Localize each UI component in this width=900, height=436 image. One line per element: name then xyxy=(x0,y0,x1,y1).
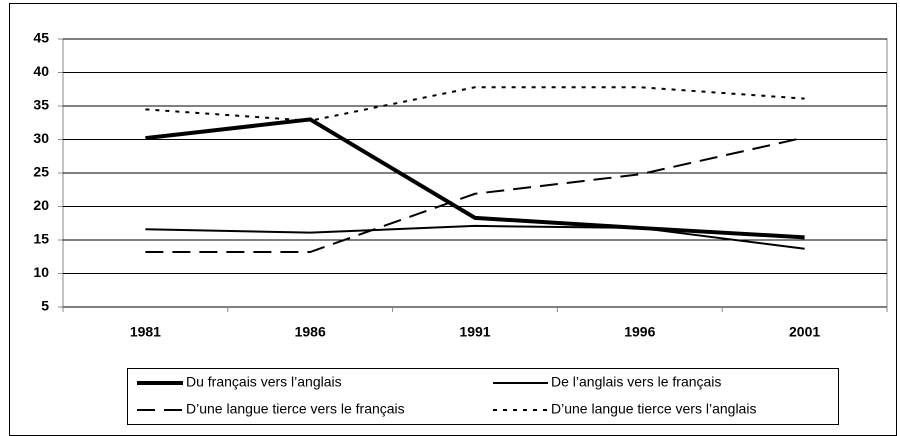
y-tick-label: 30 xyxy=(33,130,49,146)
x-tick-label: 1991 xyxy=(459,324,490,340)
y-tick-label: 5 xyxy=(41,298,49,314)
x-tick-label: 2001 xyxy=(789,324,820,340)
y-tick-label: 45 xyxy=(33,30,49,46)
y-tick-label: 20 xyxy=(33,197,49,213)
legend-label: Du français vers l’anglais xyxy=(186,374,342,390)
series-line xyxy=(145,86,805,122)
legend-box xyxy=(127,368,839,425)
y-tick-label: 10 xyxy=(33,264,49,280)
series-line xyxy=(145,224,805,250)
x-tick-label: 1996 xyxy=(624,324,655,340)
legend-label: De l’anglais vers le français xyxy=(551,374,721,390)
series-line xyxy=(145,136,805,254)
series-line xyxy=(145,117,805,240)
x-tick-label: 1981 xyxy=(130,324,161,340)
y-tick-label: 15 xyxy=(33,231,49,247)
y-tick-label: 40 xyxy=(33,63,49,79)
y-tick-label: 25 xyxy=(33,164,49,180)
legend-label: D’une langue tierce vers le français xyxy=(186,401,405,417)
y-tick-label: 35 xyxy=(33,97,49,113)
x-tick-label: 1986 xyxy=(295,324,326,340)
legend-label: D’une langue tierce vers l’anglais xyxy=(551,401,756,417)
